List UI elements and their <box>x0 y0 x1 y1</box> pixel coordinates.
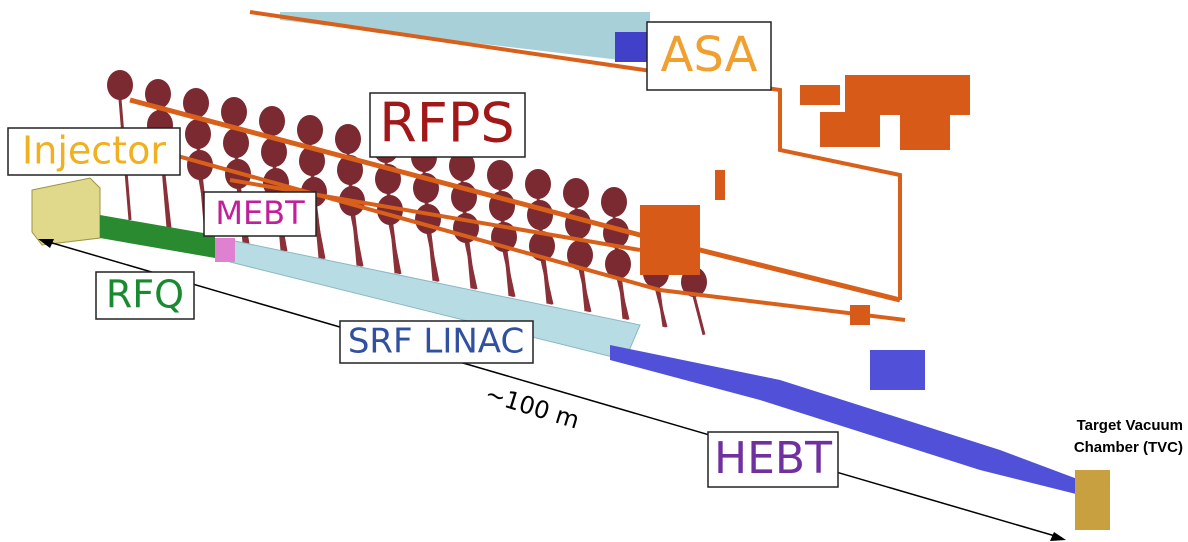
klystron <box>453 213 479 289</box>
tvc-body <box>1075 470 1110 530</box>
klystron <box>491 222 517 297</box>
hebt-label: HEBT <box>714 433 832 484</box>
orange-block <box>900 110 950 150</box>
tvc-label: Target Vacuum <box>1077 417 1183 434</box>
orange-block <box>820 112 880 147</box>
klystron <box>681 267 707 335</box>
mebt-body <box>215 238 235 262</box>
rfps-label: RFPS <box>379 92 514 155</box>
length-label: ~100 m <box>482 379 583 434</box>
orange-block <box>800 85 840 105</box>
orange-block <box>640 205 700 275</box>
hebt-block <box>870 350 925 390</box>
accelerator-diagram: ASA RFPS Injector MEBT RFQ SRF LINAC ~10… <box>0 0 1188 542</box>
orange-block <box>845 75 970 115</box>
rfq-body <box>100 215 215 258</box>
asa-label: ASA <box>660 27 757 83</box>
orange-block <box>850 305 870 325</box>
arrow-head <box>1050 532 1066 541</box>
rfq-label: RFQ <box>106 273 184 317</box>
srf-linac-label: SRF LINAC <box>348 322 524 362</box>
asa-beamline <box>280 12 650 60</box>
injector-label: Injector <box>22 129 166 173</box>
hebt-body <box>610 345 1080 495</box>
injector-body <box>32 178 100 245</box>
klystron <box>529 231 555 304</box>
klystron <box>605 249 631 320</box>
klystron <box>567 240 593 312</box>
tvc-label: Chamber (TVC) <box>1074 439 1183 456</box>
orange-block <box>715 170 725 200</box>
mebt-label: MEBT <box>215 194 305 232</box>
